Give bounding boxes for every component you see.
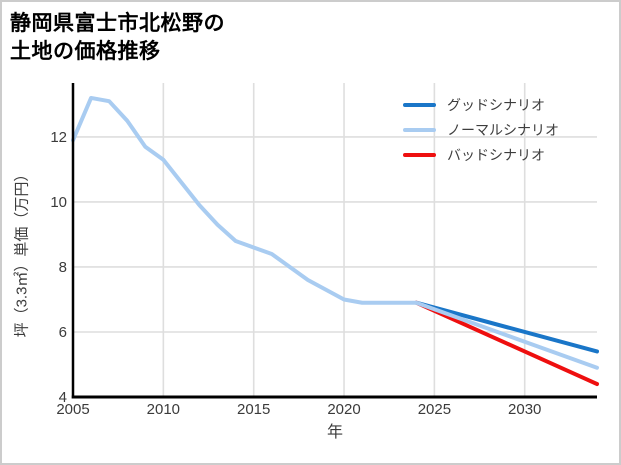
legend-label-normal-scenario: ノーマルシナリオ	[447, 121, 559, 138]
legend-label-good-scenario: グッドシナリオ	[447, 96, 545, 113]
series-layer	[71, 95, 599, 386]
series-line-0	[414, 300, 599, 354]
chart-title: 静岡県富士市北松野の 土地の価格推移	[10, 10, 225, 66]
x-tick-label: 2015	[237, 401, 270, 418]
legend-label-bad-scenario: バッドシナリオ	[447, 146, 545, 163]
normal-scenario-line-swatch	[403, 127, 436, 132]
x-axis-title: 年	[327, 423, 343, 441]
chart-legend: グッドシナリオ ノーマルシナリオ バッドシナリオ	[403, 92, 559, 167]
y-tick-label: 12	[50, 129, 67, 146]
good-scenario-line-swatch	[403, 102, 436, 107]
y-tick-label: 10	[50, 194, 67, 211]
chart-title-line1: 静岡県富士市北松野の	[10, 12, 225, 35]
tick-layer: 2005 2010 2015 2020 2025 2030 4 6 8 10 12	[50, 129, 541, 418]
x-tick-label: 2030	[508, 401, 541, 418]
chart-title-line2: 土地の価格推移	[10, 40, 161, 63]
x-tick-label: 2005	[56, 401, 89, 418]
axis-layer	[71, 83, 597, 399]
y-tick-label: 6	[59, 324, 67, 341]
bad-scenario-line-swatch	[403, 152, 436, 157]
series-line-2	[414, 300, 599, 386]
x-tick-label: 2025	[418, 401, 451, 418]
legend-item-good-scenario[interactable]: グッドシナリオ	[403, 92, 559, 117]
legend-item-normal-scenario[interactable]: ノーマルシナリオ	[403, 117, 559, 142]
y-tick-label: 8	[59, 259, 67, 276]
x-tick-label: 2010	[147, 401, 180, 418]
series-line-1	[71, 95, 599, 370]
y-tick-label: 4	[59, 389, 67, 406]
legend-item-bad-scenario[interactable]: バッドシナリオ	[403, 142, 559, 167]
x-tick-label: 2020	[327, 401, 360, 418]
grid-layer	[73, 83, 597, 397]
